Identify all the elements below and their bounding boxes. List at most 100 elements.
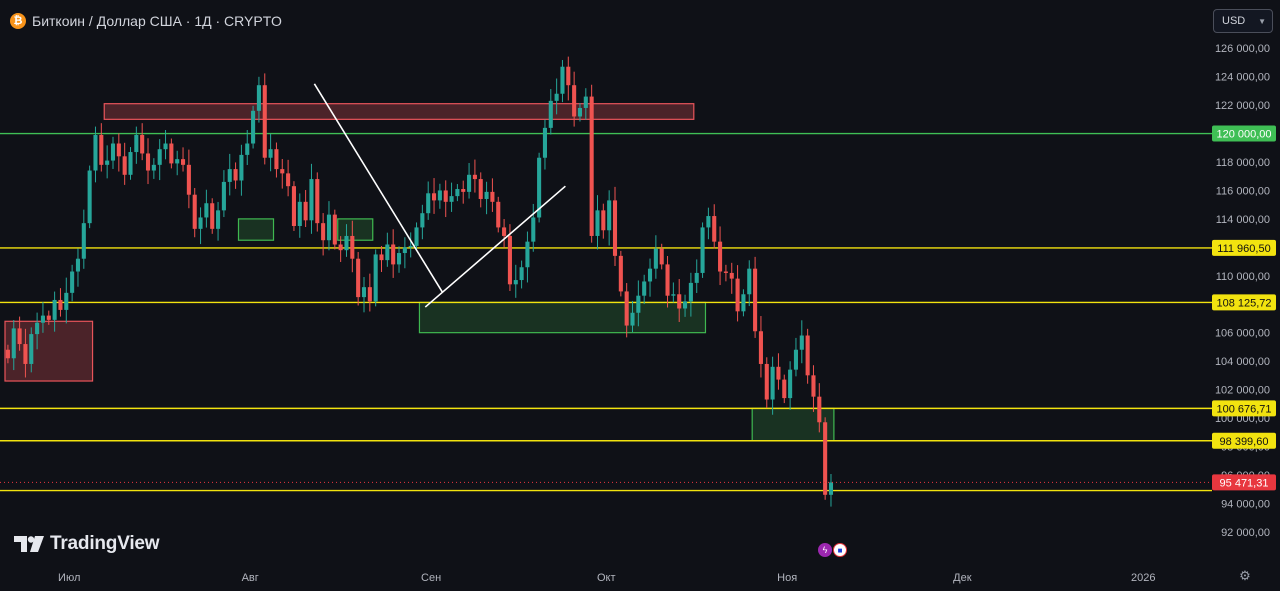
candle-body-73: [432, 193, 437, 201]
candle-body-89: [525, 241, 530, 268]
candle-body-127: [747, 268, 752, 295]
y-tick-label-11: 114 000,00: [1216, 214, 1270, 226]
candle-body-7: [46, 315, 51, 320]
candle-body-38: [227, 169, 232, 182]
candle-body-100: [589, 96, 594, 236]
candle-body-78: [461, 189, 466, 192]
y-tick-label-7: 106 000,00: [1215, 328, 1270, 340]
candle-body-13: [81, 223, 86, 259]
candle-body-66: [391, 244, 396, 265]
candle-body-48: [286, 173, 291, 187]
candle-body-12: [75, 258, 81, 272]
candle-body-20: [122, 156, 127, 175]
candle-body-103: [607, 200, 612, 231]
candle-body-16: [99, 134, 104, 165]
candle-body-42: [251, 110, 256, 144]
level-label-2: 108 125,72: [1216, 297, 1271, 309]
candle-body-71: [420, 213, 425, 228]
candle-body-57: [338, 244, 343, 251]
candle-body-32: [192, 194, 197, 229]
x-tick-label-3: Окт: [597, 572, 616, 584]
x-tick-label-2: Сен: [421, 572, 441, 584]
y-tick-label-17: 126 000,00: [1215, 43, 1270, 55]
candle-body-123: [723, 271, 728, 273]
candle-body-74: [437, 190, 442, 201]
trendline-1: [424, 185, 566, 308]
gear-icon[interactable]: ⚙: [1239, 568, 1251, 583]
candle-body-93: [548, 100, 553, 128]
candle-body-6: [40, 315, 45, 323]
candle-body-106: [624, 291, 629, 326]
candle-body-129: [758, 331, 763, 364]
candle-body-46: [274, 149, 279, 170]
candle-body-10: [64, 292, 69, 310]
candle-body-36: [216, 210, 221, 229]
y-tick-label-15: 122 000,00: [1215, 100, 1270, 112]
candle-body-2: [17, 328, 22, 345]
candle-body-122: [718, 241, 723, 272]
level-label-3: 100 676,71: [1216, 403, 1271, 415]
y-tick-label-12: 116 000,00: [1216, 185, 1270, 197]
candle-body-52: [309, 179, 314, 221]
level-label-0: 120 000,00: [1216, 129, 1271, 141]
tradingview-logo: TradingView: [14, 533, 160, 555]
candle-body-1: [11, 328, 16, 359]
candle-body-102: [601, 210, 606, 231]
candle-body-25: [151, 164, 156, 171]
level-badge-1: [1212, 239, 1276, 256]
candles: [5, 56, 834, 507]
candle-body-75: [443, 190, 448, 202]
candle-body-82: [484, 191, 489, 199]
candle-body-83: [490, 191, 495, 202]
level-badge-0: [1212, 125, 1276, 142]
candle-body-63: [373, 254, 378, 302]
symbol-header[interactable]: ₿ Биткоин / Доллар США · 1Д · CRYPTO: [10, 11, 282, 31]
candle-body-80: [472, 174, 477, 180]
candle-body-131: [770, 366, 775, 400]
candle-body-112: [659, 248, 664, 265]
candle-body-113: [665, 264, 670, 296]
candle-body-28: [169, 143, 174, 164]
candle-body-110: [647, 268, 653, 282]
candle-body-76: [449, 196, 454, 202]
candle-body-47: [280, 169, 285, 174]
zone-green-3: [337, 218, 374, 241]
candle-body-55: [326, 214, 332, 241]
candle-body-44: [262, 85, 267, 158]
y-tick-label-9: 110 000,00: [1216, 271, 1270, 283]
candle-body-90: [531, 217, 536, 242]
candle-body-64: [379, 254, 384, 261]
candle-body-98: [577, 107, 583, 117]
candle-body-35: [210, 203, 215, 229]
candle-body-8: [52, 299, 57, 320]
candle-body-58: [344, 235, 349, 251]
candle-body-26: [157, 149, 162, 165]
candle-body-14: [87, 170, 92, 224]
candle-body-128: [753, 268, 758, 332]
candle-body-61: [361, 287, 367, 298]
candle-body-120: [706, 216, 711, 228]
candle-body-11: [70, 271, 75, 293]
currency-select[interactable]: USD ▼: [1213, 9, 1273, 33]
currency-label: USD: [1222, 15, 1246, 27]
candle-body-45: [268, 149, 273, 158]
level-badge-2: [1212, 294, 1276, 311]
candle-body-15: [93, 134, 98, 171]
zone-red-1: [103, 103, 695, 120]
candle-body-96: [566, 66, 571, 86]
candle-body-0: [5, 349, 10, 359]
candle-body-101: [595, 210, 600, 236]
candle-body-22: [134, 134, 139, 153]
lightning-event-icon[interactable]: ϟ: [818, 543, 832, 557]
chevron-down-icon: ▼: [1258, 16, 1266, 26]
candle-body-92: [542, 127, 547, 158]
candle-body-17: [105, 160, 110, 165]
us-flag-event-icon[interactable]: ■: [833, 543, 847, 557]
candle-body-105: [618, 255, 623, 292]
candle-body-109: [642, 281, 647, 296]
zone-green-5: [751, 407, 835, 442]
candle-body-70: [414, 227, 419, 246]
x-tick-label-0: Июл: [58, 572, 80, 584]
candle-body-135: [793, 349, 798, 370]
